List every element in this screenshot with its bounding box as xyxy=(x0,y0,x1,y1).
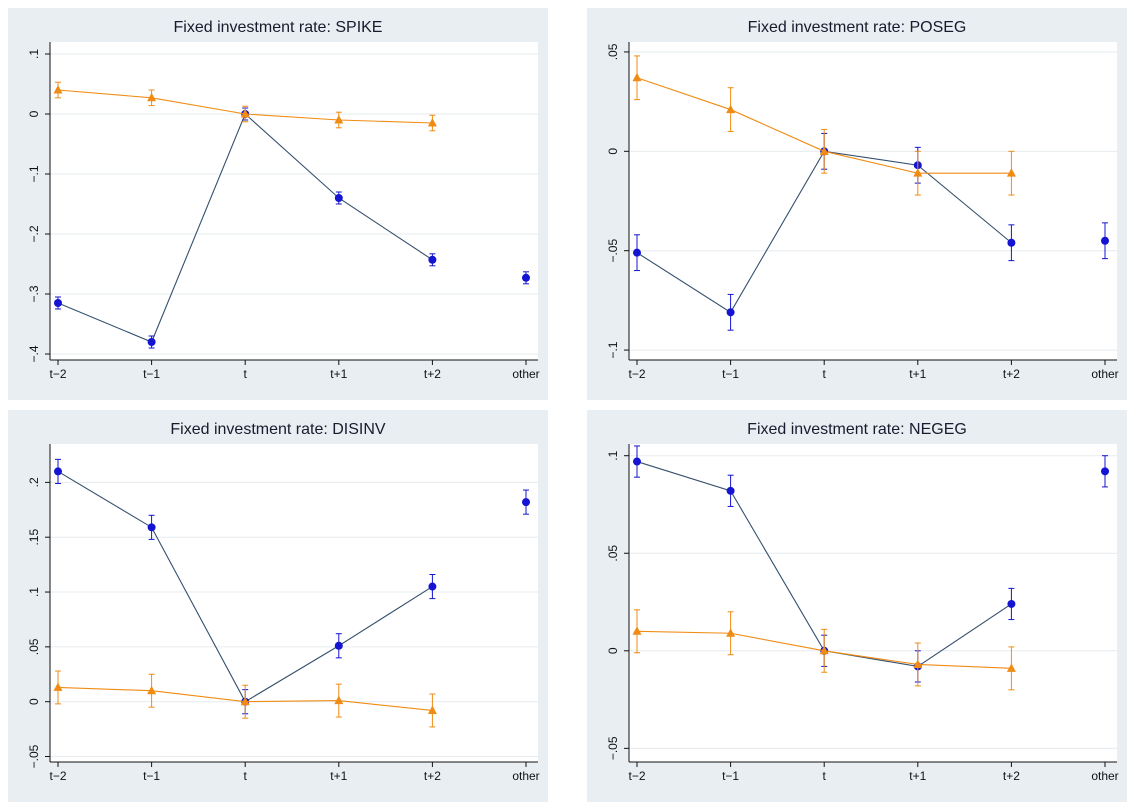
y-tick-label: .2 xyxy=(27,477,41,487)
x-tick-label: t−2 xyxy=(49,769,66,783)
y-tick-label: 0 xyxy=(606,647,620,654)
x-tick-label: t+2 xyxy=(424,367,441,381)
data-point xyxy=(428,255,437,264)
data-point xyxy=(522,273,530,282)
data-point xyxy=(53,85,63,94)
data-point xyxy=(240,696,250,706)
x-tick-label: t−1 xyxy=(143,367,160,381)
y-tick-label: .1 xyxy=(606,450,620,460)
data-point xyxy=(334,194,343,202)
data-point xyxy=(726,308,735,317)
data-point xyxy=(1101,236,1109,245)
data-point xyxy=(334,695,344,705)
x-tick-label: t−1 xyxy=(722,367,739,381)
x-tick-label: t+2 xyxy=(424,769,441,783)
data-point xyxy=(428,582,437,591)
y-tick-label: −.2 xyxy=(27,225,41,242)
data-point xyxy=(819,146,829,155)
x-tick-label: t−2 xyxy=(49,367,66,381)
data-point xyxy=(427,705,437,714)
x-tick-label: t+1 xyxy=(330,367,347,381)
data-point xyxy=(632,72,642,82)
chart-title: Fixed investment rate: DISINV xyxy=(170,421,386,438)
y-tick-label: .1 xyxy=(27,587,41,597)
plot-area xyxy=(629,444,1117,762)
x-tick-label: t+1 xyxy=(909,367,926,381)
chart-panel-negeg: Fixed investment rate: NEGEG .1 .05 0 −.05 t−… xyxy=(587,410,1127,802)
data-point xyxy=(1007,599,1016,608)
x-tick-label: t xyxy=(823,769,827,783)
data-point xyxy=(522,498,530,507)
data-point xyxy=(726,104,736,114)
chart-panel-spike: Fixed investment rate: SPIKE .1 0 −.1 −.2 −.3… xyxy=(8,8,548,400)
y-tick-label: 0 xyxy=(27,110,41,117)
x-tick-label: t+2 xyxy=(1003,769,1020,783)
chart-svg-poseg: Fixed investment rate: POSEG .05 0 −.05 −.1 t… xyxy=(606,19,1119,381)
x-tick-label: t+1 xyxy=(330,769,347,783)
chart-svg-disinv: Fixed investment rate: DISINV .2 .15 .1 .05 0… xyxy=(27,421,540,783)
data-point xyxy=(334,641,343,650)
data-point xyxy=(819,645,829,655)
data-point xyxy=(147,338,156,346)
x-tick-label: t−2 xyxy=(628,769,645,783)
y-tick-label: .15 xyxy=(27,529,41,546)
y-tick-label: −.05 xyxy=(27,744,41,768)
chart-title: Fixed investment rate: NEGEG xyxy=(747,421,967,438)
data-point xyxy=(913,168,923,177)
x-tick-label: t xyxy=(244,367,248,381)
plot-area xyxy=(50,42,538,360)
chart-svg-negeg: Fixed investment rate: NEGEG .1 .05 0 −.05 t−… xyxy=(606,421,1119,783)
data-point xyxy=(147,92,157,102)
data-point xyxy=(147,523,156,532)
data-point xyxy=(726,628,736,637)
y-tick-label: −.1 xyxy=(27,165,41,182)
x-tick-label: t−1 xyxy=(722,769,739,783)
y-tick-label: 0 xyxy=(606,148,620,155)
x-tick-label: t−1 xyxy=(143,769,160,783)
x-tick-label: t+2 xyxy=(1003,367,1020,381)
data-point xyxy=(54,299,62,307)
y-tick-label: 0 xyxy=(27,698,41,705)
y-tick-label: −.1 xyxy=(606,341,620,358)
x-tick-label: t xyxy=(244,769,248,783)
data-point xyxy=(1007,238,1016,247)
data-point xyxy=(632,626,642,635)
y-tick-label: .1 xyxy=(27,49,41,59)
y-tick-label: .05 xyxy=(606,545,620,562)
chart-panel-poseg: Fixed investment rate: POSEG .05 0 −.05 −.1 t… xyxy=(587,8,1127,400)
y-tick-label: −.05 xyxy=(606,736,620,760)
y-tick-label: .05 xyxy=(27,638,41,655)
y-tick-label: .05 xyxy=(606,43,620,60)
data-point xyxy=(726,486,735,495)
x-tick-label: other xyxy=(1091,769,1118,783)
data-point xyxy=(427,118,437,127)
plot-area xyxy=(629,42,1117,360)
x-tick-label: other xyxy=(512,367,539,381)
x-tick-label: other xyxy=(512,769,539,783)
chart-title: Fixed investment rate: POSEG xyxy=(748,19,967,36)
data-point xyxy=(54,467,62,476)
x-tick-label: t xyxy=(823,367,827,381)
chart-title: Fixed investment rate: SPIKE xyxy=(174,19,383,36)
x-tick-label: other xyxy=(1091,367,1118,381)
data-point xyxy=(1006,168,1016,177)
data-point xyxy=(240,109,250,118)
data-point xyxy=(53,682,63,691)
data-point xyxy=(147,685,157,695)
x-tick-label: t+1 xyxy=(909,769,926,783)
y-tick-label: −.3 xyxy=(27,285,41,302)
data-point xyxy=(334,115,344,124)
plot-area xyxy=(50,444,538,762)
y-tick-label: −.05 xyxy=(606,239,620,263)
data-point xyxy=(633,248,641,257)
data-point xyxy=(633,457,641,466)
data-point xyxy=(1101,467,1109,476)
x-tick-label: t−2 xyxy=(628,367,645,381)
data-point xyxy=(1006,663,1016,672)
data-point xyxy=(913,659,923,668)
chart-panel-disinv: Fixed investment rate: DISINV .2 .15 .1 .05 0… xyxy=(8,410,548,802)
chart-svg-spike: Fixed investment rate: SPIKE .1 0 −.1 −.2 −.3… xyxy=(27,19,540,381)
y-tick-label: −.4 xyxy=(27,345,41,362)
